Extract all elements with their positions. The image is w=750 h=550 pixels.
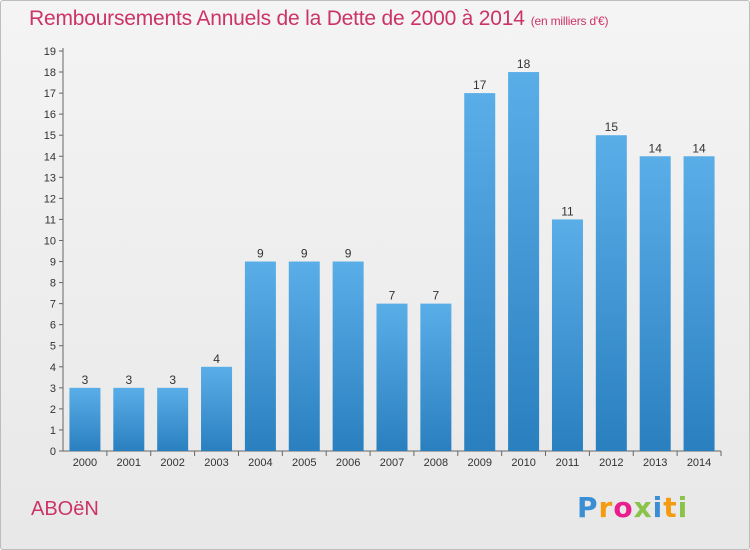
- bar-2007: [376, 303, 408, 451]
- y-tick-label: 13: [44, 172, 56, 184]
- logo-letter: x: [633, 491, 653, 524]
- x-tick-label: 2005: [292, 457, 316, 469]
- bar-2005: [288, 261, 320, 451]
- data-label: 4: [213, 352, 220, 366]
- y-tick-label: 2: [50, 404, 56, 416]
- logo-letter: o: [613, 491, 634, 524]
- y-tick-label: 17: [44, 88, 56, 100]
- logo-letter: P: [577, 491, 599, 524]
- data-label: 15: [605, 120, 619, 134]
- bar-2010: [508, 72, 540, 451]
- data-label: 7: [389, 289, 396, 303]
- y-tick-label: 16: [44, 109, 56, 121]
- y-tick-label: 14: [44, 151, 56, 163]
- y-tick-label: 5: [50, 341, 56, 353]
- x-tick-label: 2000: [73, 457, 97, 469]
- x-tick-label: 2002: [160, 457, 184, 469]
- chart-unit: (en milliers d'€): [530, 14, 609, 28]
- y-tick-label: 15: [44, 130, 56, 142]
- y-tick-label: 19: [44, 46, 56, 58]
- data-label: 18: [517, 57, 531, 71]
- x-tick-label: 2010: [511, 457, 535, 469]
- logo-letter: r: [598, 491, 614, 524]
- x-tick-label: 2003: [204, 457, 228, 469]
- data-label: 9: [257, 247, 264, 261]
- y-tick-label: 18: [44, 67, 56, 79]
- x-tick-label: 2012: [599, 457, 623, 469]
- bar-2001: [113, 387, 145, 451]
- data-label: 3: [82, 373, 89, 387]
- bar-2004: [244, 261, 276, 451]
- x-tick-label: 2007: [380, 457, 404, 469]
- y-tick-label: 1: [50, 425, 56, 437]
- logo-letter: i: [652, 491, 664, 524]
- logo-letter: t: [663, 491, 678, 524]
- logo-letter: i: [677, 491, 689, 524]
- x-tick-label: 2011: [556, 457, 580, 469]
- y-tick-label: 7: [50, 299, 56, 311]
- bar-2009: [464, 93, 496, 452]
- x-tick-label: 2004: [248, 457, 272, 469]
- bar-2013: [639, 156, 671, 451]
- bar-2014: [683, 156, 715, 451]
- data-label: 9: [301, 247, 308, 261]
- data-label: 3: [125, 373, 132, 387]
- bar-2003: [201, 366, 233, 451]
- bar-2000: [69, 387, 101, 451]
- bar-2002: [157, 387, 189, 451]
- x-tick-label: 2006: [336, 457, 360, 469]
- data-label: 14: [649, 141, 663, 155]
- x-tick-label: 2008: [424, 457, 448, 469]
- title-text: Remboursements Annuels de la Dette de 20…: [29, 7, 525, 30]
- y-tick-label: 8: [50, 278, 56, 290]
- x-tick-label: 2001: [117, 457, 141, 469]
- y-tick-label: 0: [50, 446, 56, 458]
- data-label: 9: [345, 247, 352, 261]
- data-labels: 3 3 3 4 9 9 9 7 7 17 18 11 15 14 14: [82, 57, 706, 387]
- y-tick-label: 11: [45, 214, 56, 226]
- data-label: 11: [561, 204, 574, 218]
- bars: [69, 72, 715, 452]
- data-label: 3: [169, 373, 176, 387]
- x-tick-label: 2014: [687, 457, 711, 469]
- commune-name: ABOëN: [31, 498, 99, 520]
- proxiti-logo: Proxiti: [577, 491, 688, 524]
- y-tick-label: 6: [50, 320, 56, 332]
- y-tick-label: 12: [44, 193, 56, 205]
- chart-title: Remboursements Annuels de la Dette de 20…: [29, 7, 608, 31]
- y-tick-label: 10: [44, 235, 56, 247]
- data-label: 7: [433, 289, 440, 303]
- bar-2011: [551, 219, 583, 451]
- bar-2012: [595, 135, 627, 452]
- y-tick-label: 9: [50, 257, 56, 269]
- bar-2008: [420, 303, 452, 451]
- data-label: 14: [692, 141, 706, 155]
- x-tick-label: 2013: [643, 457, 667, 469]
- y-tick-label: 3: [50, 383, 56, 395]
- data-label: 17: [473, 78, 487, 92]
- x-tick-label: 2009: [467, 457, 491, 469]
- bar-2006: [332, 261, 364, 451]
- y-tick-label: 4: [50, 362, 56, 374]
